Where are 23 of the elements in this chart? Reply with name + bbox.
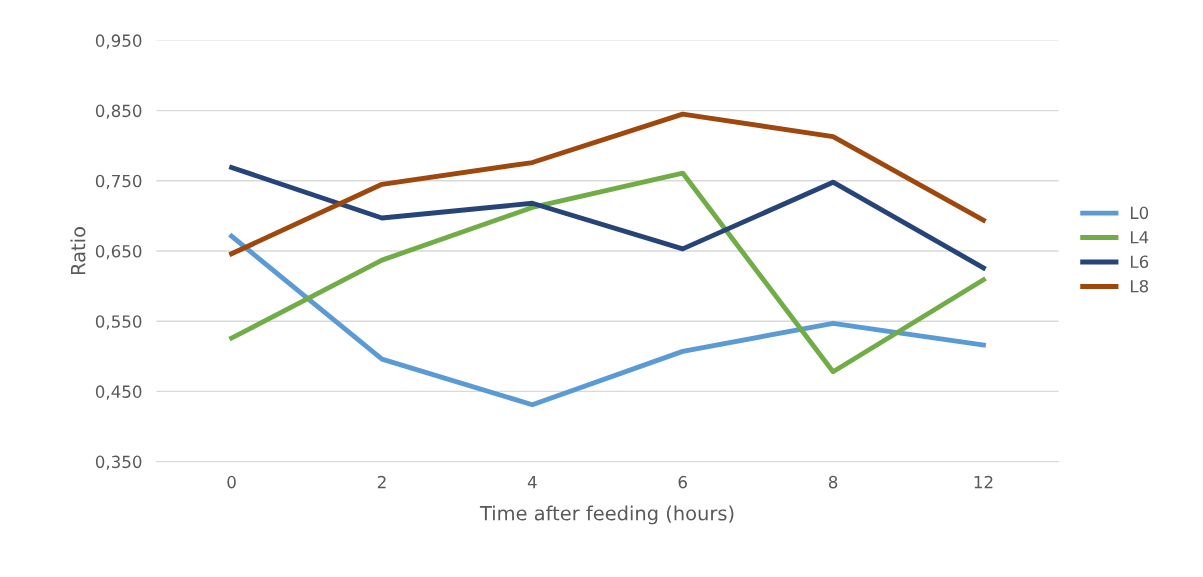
legend-label: L6 bbox=[1130, 255, 1149, 269]
legend-label: L8 bbox=[1130, 279, 1149, 293]
y-tick-label: 0,950 bbox=[95, 34, 142, 49]
y-tick-label: 0,750 bbox=[95, 174, 142, 190]
y-tick-label: 0,350 bbox=[95, 455, 142, 470]
y-tick-label: 0,850 bbox=[95, 104, 142, 119]
legend-label: L4 bbox=[1130, 231, 1149, 244]
line-series bbox=[229, 111, 986, 257]
x-tick-label: 6 bbox=[678, 475, 687, 489]
line-series bbox=[229, 170, 986, 375]
y-tick-label: 0,450 bbox=[95, 385, 142, 400]
y-tick-label: 0,550 bbox=[95, 315, 142, 330]
line-series bbox=[229, 165, 986, 271]
x-tick-label: 8 bbox=[828, 475, 838, 489]
line-series bbox=[229, 233, 986, 408]
y-tick-label: 0,650 bbox=[95, 244, 142, 260]
x-axis-title: Time after feeding (hours) bbox=[479, 505, 734, 525]
y-axis-title: Ratio bbox=[70, 227, 86, 275]
x-tick-label: 2 bbox=[377, 475, 386, 489]
x-tick-label: 12 bbox=[974, 475, 993, 489]
x-tick-label: 4 bbox=[527, 476, 537, 489]
legend-label: L0 bbox=[1130, 206, 1149, 220]
x-tick-label: 0 bbox=[227, 475, 236, 489]
